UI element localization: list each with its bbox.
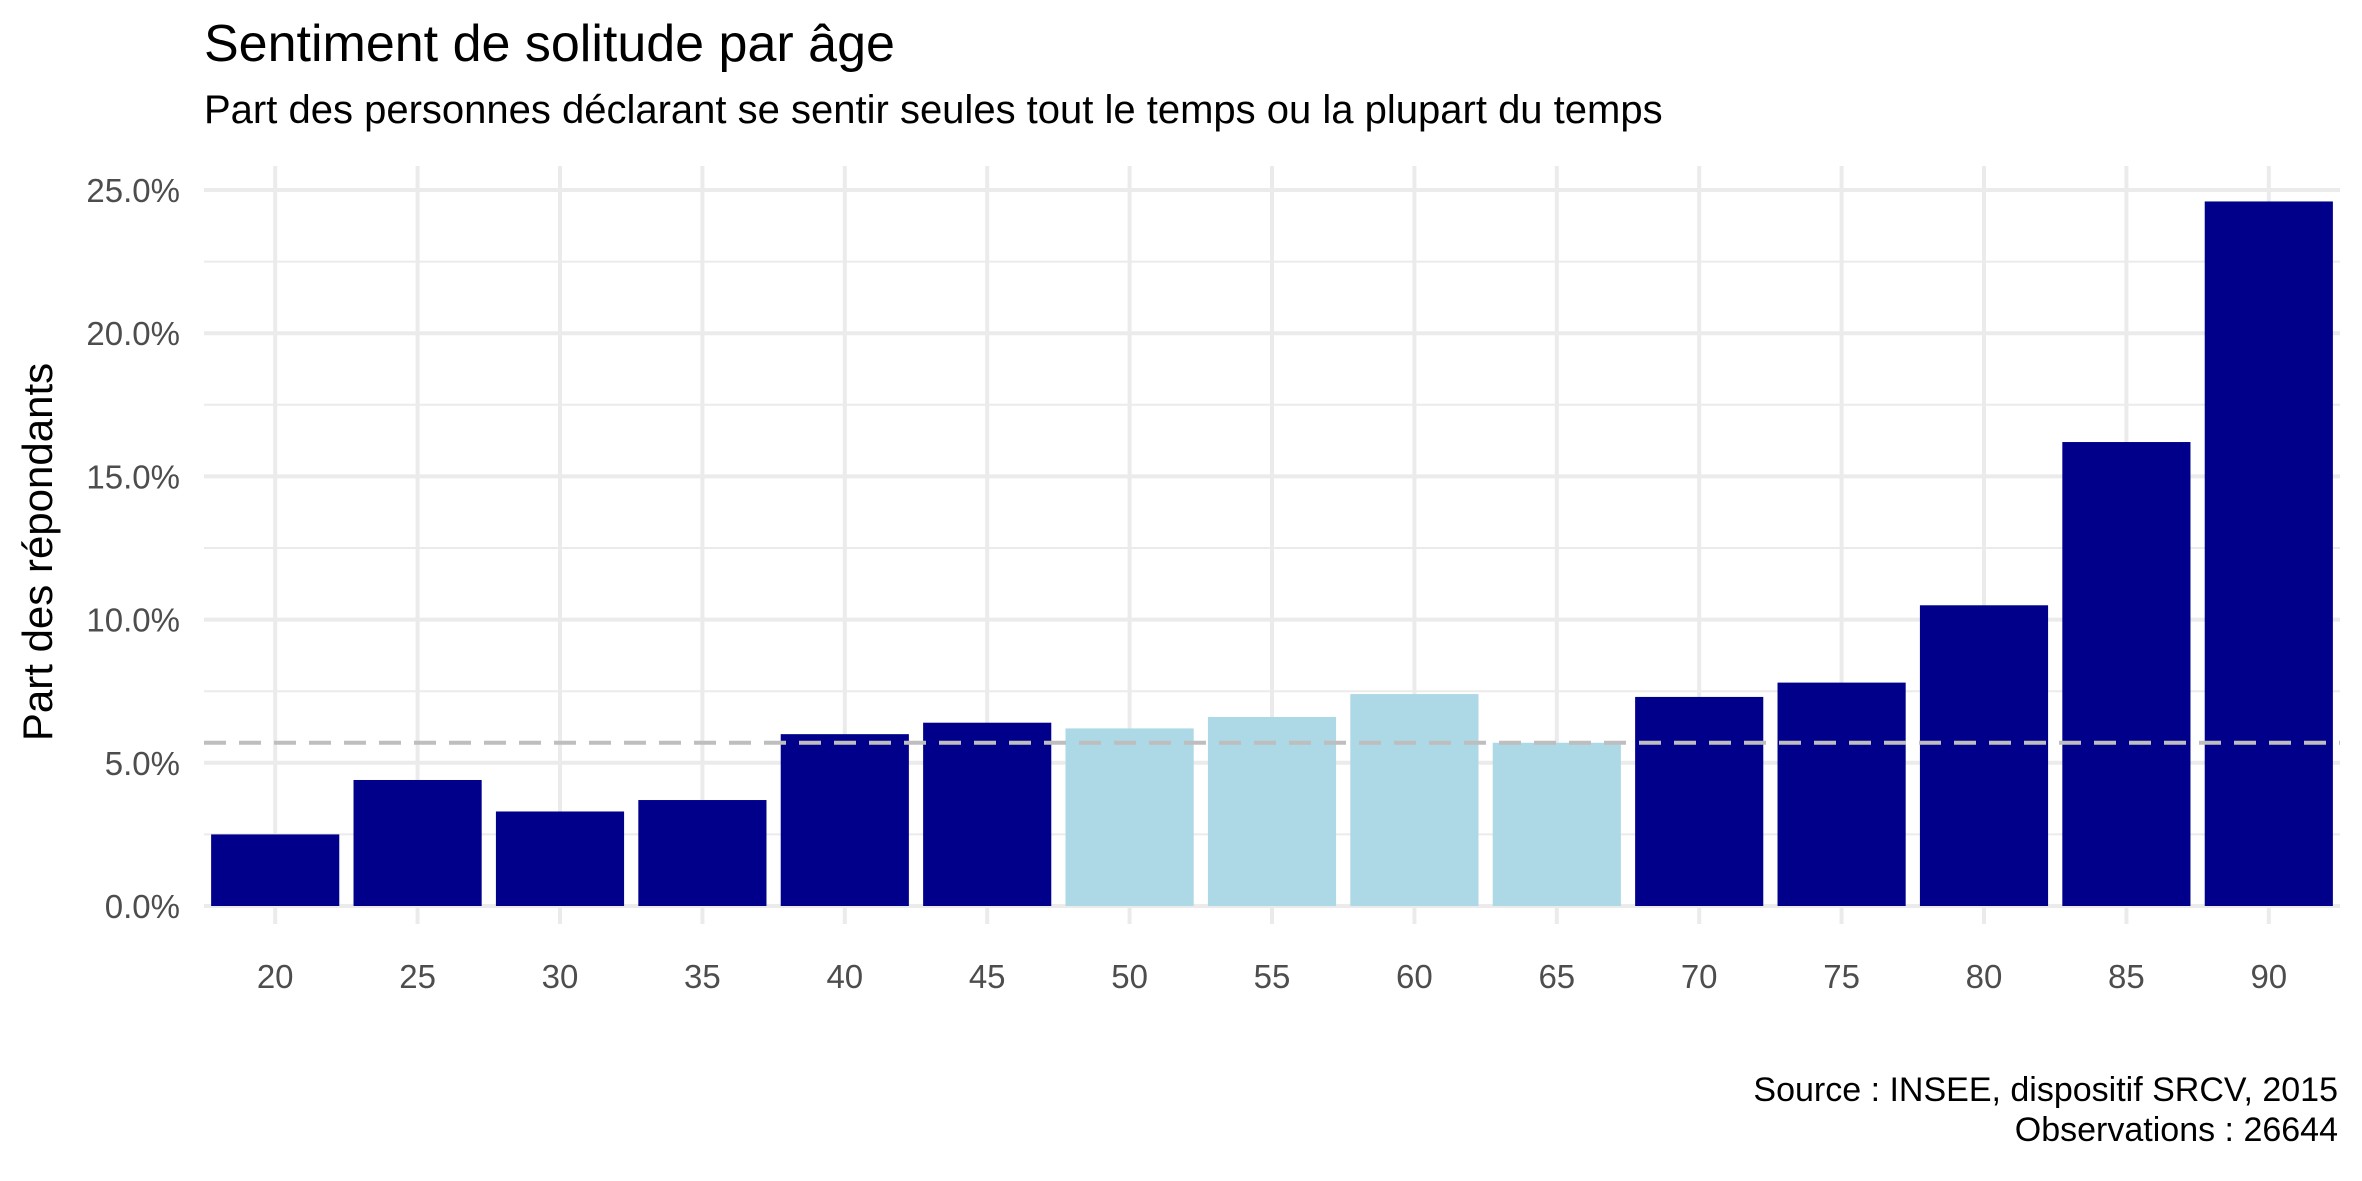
caption: Source : INSEE, dispositif SRCV, 2015 Ob… <box>1753 1070 2338 1150</box>
y-tick-label: 25.0% <box>86 172 180 209</box>
y-axis-tick-labels: 0.0% 5.0% 10.0% 15.0% 20.0% 25.0% <box>86 172 180 925</box>
bar-75 <box>1777 682 1906 906</box>
bars <box>211 201 2333 906</box>
x-tick-label: 30 <box>542 958 579 995</box>
y-tick-label: 5.0% <box>105 745 180 782</box>
x-tick-label: 55 <box>1254 958 1291 995</box>
caption-observations: Observations : 26644 <box>2014 1111 2338 1149</box>
chart-title: Sentiment de solitude par âge <box>204 15 895 73</box>
y-tick-label: 0.0% <box>105 888 180 925</box>
x-tick-label: 75 <box>1823 958 1860 995</box>
x-tick-label: 60 <box>1396 958 1433 995</box>
x-tick-label: 35 <box>684 958 721 995</box>
bar-50 <box>1065 728 1194 906</box>
x-tick-label: 65 <box>1538 958 1575 995</box>
y-tick-label: 20.0% <box>86 315 180 352</box>
caption-source: Source : INSEE, dispositif SRCV, 2015 <box>1753 1071 2338 1109</box>
bar-85 <box>2062 442 2191 906</box>
chart-subtitle: Part des personnes déclarant se sentir s… <box>204 88 1663 132</box>
y-axis-label: Part des répondants <box>14 363 61 741</box>
x-tick-label: 25 <box>399 958 436 995</box>
x-tick-label: 80 <box>1966 958 2003 995</box>
bar-90 <box>2204 201 2333 906</box>
bar-30 <box>495 811 625 906</box>
bar-60 <box>1350 694 1479 906</box>
x-tick-label: 20 <box>257 958 294 995</box>
x-axis-tick-labels: 20 25 30 35 40 45 50 55 60 65 70 75 80 85 90 <box>257 958 2287 995</box>
x-tick-label: 90 <box>2250 958 2287 995</box>
x-tick-label: 85 <box>2108 958 2145 995</box>
y-tick-label: 10.0% <box>86 602 180 639</box>
x-tick-label: 45 <box>969 958 1006 995</box>
bar-80 <box>1919 605 2049 906</box>
bar-70 <box>1635 696 1764 906</box>
bar-40 <box>780 734 909 906</box>
y-tick-label: 15.0% <box>86 458 180 495</box>
bar-20 <box>211 834 340 906</box>
bar-35 <box>638 800 767 906</box>
x-tick-label: 50 <box>1111 958 1148 995</box>
bar-65 <box>1492 742 1621 906</box>
bar-55 <box>1207 716 1337 906</box>
bar-25 <box>353 779 482 906</box>
x-tick-label: 40 <box>826 958 863 995</box>
x-tick-label: 70 <box>1681 958 1718 995</box>
bar-45 <box>923 722 1052 906</box>
